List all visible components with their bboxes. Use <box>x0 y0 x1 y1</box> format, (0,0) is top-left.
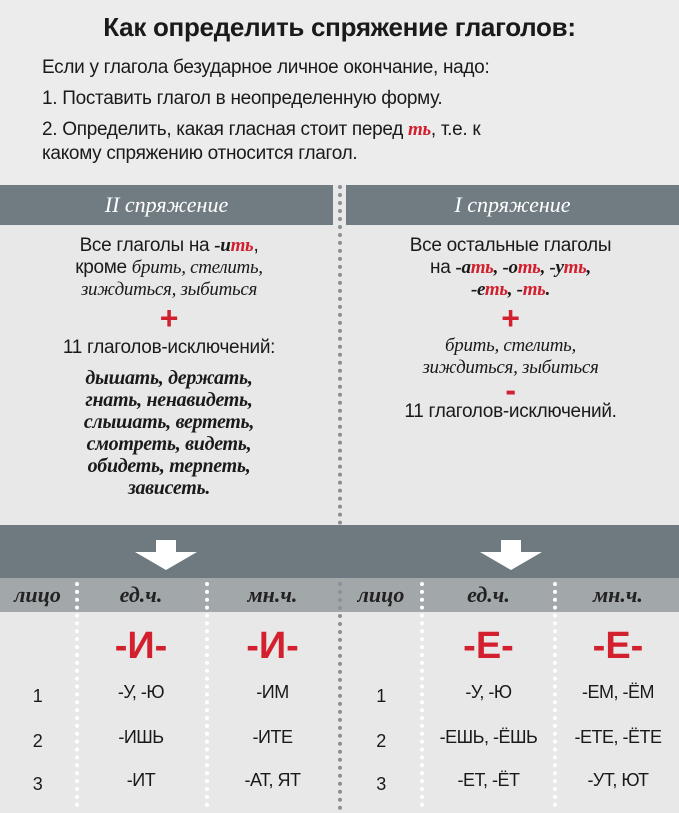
intro-panel <box>0 0 679 185</box>
header-singular: ед.ч. <box>467 582 510 607</box>
column-divider <box>420 582 424 807</box>
intro-step-1: 1. Поставить глагол в неопределенную фор… <box>42 88 443 109</box>
text: брить, стелить, <box>131 257 263 278</box>
person-cell: 3 <box>376 774 386 794</box>
text: , <box>540 257 550 278</box>
ending-cell: -ИШЬ <box>118 727 164 747</box>
page-title: Как определить спряжение глаголов: <box>103 12 576 42</box>
minus-sign: - <box>505 372 516 408</box>
text: , <box>507 279 517 300</box>
plus-sign: + <box>159 300 179 336</box>
person-cell: 2 <box>376 731 386 751</box>
arrow-down-icon <box>480 540 542 570</box>
highlight: ть <box>522 279 546 300</box>
ending-cell: -ИТ <box>126 770 156 790</box>
column-divider <box>338 582 342 810</box>
conjugation-2-header: II спряжение <box>0 185 333 225</box>
header-singular: ед.ч. <box>119 582 163 607</box>
person-cell: 3 <box>32 774 43 794</box>
conjugation-1-header: I спряжение <box>346 185 679 225</box>
plus-sign: + <box>501 300 520 336</box>
vowel-marker: -И- <box>246 625 299 667</box>
intro-line: Если у глагола безударное личное окончан… <box>42 57 490 78</box>
highlight: ть <box>230 235 254 256</box>
exception-line: обидеть, терпеть, <box>87 455 251 477</box>
ending-cell: -ИМ <box>256 682 289 702</box>
column-divider <box>205 582 209 807</box>
exception-line: гнать, ненавидеть, <box>85 389 253 411</box>
person-cell: 1 <box>376 686 386 706</box>
text: брить, стелить, <box>445 335 576 356</box>
column-divider <box>553 582 557 807</box>
vowel-marker: -Е- <box>463 625 514 667</box>
text: на <box>430 257 456 278</box>
text: -о <box>502 257 518 278</box>
vowel-marker: -Е- <box>592 625 644 667</box>
text: 2. Определить, какая гласная стоит перед <box>42 119 409 140</box>
arrow-band <box>0 525 679 578</box>
text: , <box>253 235 259 256</box>
highlight: ть <box>517 257 541 278</box>
text: Все остальные глаголы <box>409 235 612 256</box>
column-divider <box>338 185 342 525</box>
vowel-marker: -И- <box>114 625 168 667</box>
text: кроме <box>75 257 132 278</box>
header-person: лицо <box>357 582 405 607</box>
text: 11 глаголов-исключений. <box>404 401 617 422</box>
person-cell: 2 <box>32 731 43 751</box>
conjugation-1-rules: Все остальные глаголы на -ать, -оть, -ут… <box>342 225 679 525</box>
exceptions-list: дышать, держать, гнать, ненавидеть, слыш… <box>0 367 338 499</box>
text: - <box>516 279 523 300</box>
header-person: лицо <box>14 582 61 607</box>
text: зиждиться, зыбиться <box>80 279 258 300</box>
ending-cell: -АТ, ЯТ <box>244 770 301 790</box>
text: , т.е. к <box>430 119 481 140</box>
person-cell: 1 <box>32 686 43 706</box>
text: зиждиться, зыбиться <box>422 357 599 378</box>
ending-cell: -УТ, ЮТ <box>587 770 649 790</box>
ending-cell: -ЕШЬ, -ЁШЬ <box>439 727 538 747</box>
exception-line: зависеть. <box>127 477 211 499</box>
intro-step-2-cont: какому спряжению относится глагол. <box>42 143 358 164</box>
text: -а <box>455 257 471 278</box>
exception-line: смотреть, видеть, <box>86 433 252 455</box>
exception-line: слышать, вертеть, <box>83 411 255 433</box>
intro-step-2: 2. Определить, какая гласная стоит перед… <box>42 119 481 141</box>
ending-cell: -ЕТЕ, -ЁТЕ <box>574 727 662 747</box>
text: . <box>545 279 551 300</box>
highlight: ть <box>484 279 508 300</box>
text: -у <box>549 257 564 278</box>
exceptions-label: 11 глаголов-исключений: <box>62 337 276 358</box>
exception-line: дышать, держать, <box>85 367 253 389</box>
text: Все глаголы на <box>79 235 215 256</box>
ending-cell: -У, -Ю <box>465 682 512 702</box>
arrow-down-icon <box>135 540 197 570</box>
ending-cell: -ЕТ, -ЁТ <box>457 770 520 790</box>
text: , <box>586 257 592 278</box>
header-plural: мн.ч. <box>593 582 643 607</box>
text: -е <box>470 279 485 300</box>
highlight: ть <box>408 119 431 140</box>
column-divider <box>75 582 79 807</box>
text: -и <box>214 235 231 256</box>
highlight: ть <box>563 257 587 278</box>
text: , <box>493 257 503 278</box>
highlight: ть <box>470 257 494 278</box>
ending-cell: -У, -Ю <box>117 682 165 702</box>
header-plural: мн.ч. <box>247 582 298 607</box>
endings-line: -еть, -ть. <box>342 279 679 301</box>
conjugation-2-rules: Все глаголы на -ить, кроме брить, стелит… <box>0 225 338 525</box>
ending-cell: -ИТЕ <box>252 727 293 747</box>
ending-cell: -ЕМ, -ЁМ <box>582 682 655 702</box>
endings-line: на -ать, -оть, -уть, <box>342 257 679 279</box>
